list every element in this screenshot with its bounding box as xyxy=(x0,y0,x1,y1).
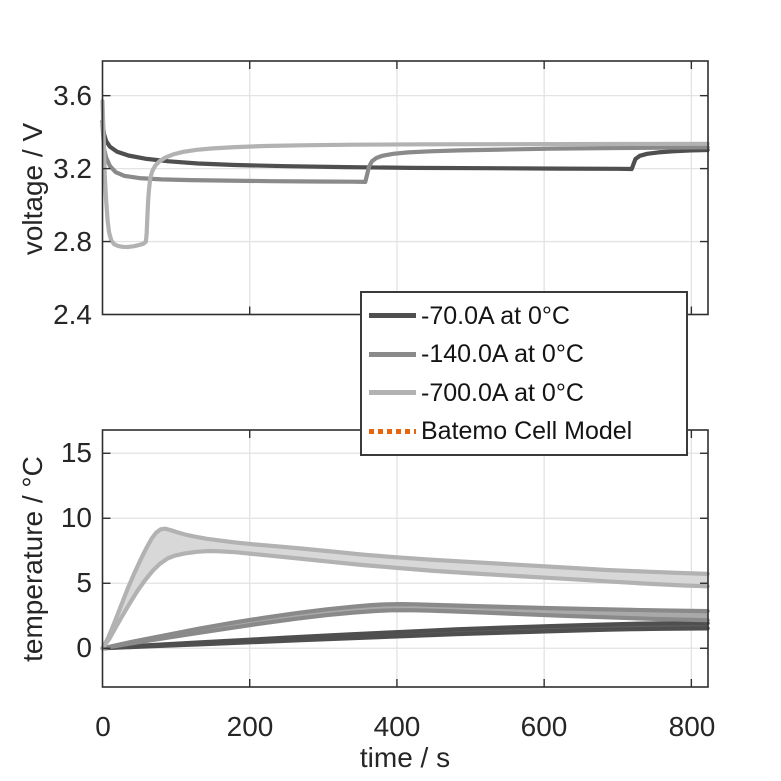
band-lower-line-dark xyxy=(100,626,710,651)
legend-line-swatch-medium xyxy=(369,351,416,357)
series-line-light xyxy=(100,98,710,250)
legend-label: -140.0A at 0°C xyxy=(421,340,584,369)
temperature-ytick-15: 15 xyxy=(60,437,92,468)
legend-item-batemo-model: Batemo Cell Model xyxy=(369,413,686,449)
legend-item-140A: -140.0A at 0°C xyxy=(369,336,686,372)
temperature-ytick-5: 5 xyxy=(76,567,92,598)
voltage-ytick-3.2: 3.2 xyxy=(53,153,92,184)
band-upper-line-light xyxy=(100,526,710,651)
time-axis-label: time / s xyxy=(359,742,451,773)
legend-dotted-line-swatch-orange xyxy=(369,428,416,434)
band-lower-line-medium xyxy=(100,608,710,651)
legend-line-swatch-dark xyxy=(369,313,416,319)
time-xtick-800: 800 xyxy=(668,711,716,742)
legend-label: -70.0A at 0°C xyxy=(421,301,570,330)
time-xtick-200: 200 xyxy=(226,711,274,742)
band-fill-light xyxy=(102,528,708,649)
temperature-ytick-10: 10 xyxy=(60,502,92,533)
voltage-ytick-3.6: 3.6 xyxy=(53,80,92,111)
legend-label: Batemo Cell Model xyxy=(421,417,633,446)
time-xtick-0: 0 xyxy=(95,711,111,742)
time-xtick-600: 600 xyxy=(520,711,568,742)
voltage-ytick-2.4: 2.4 xyxy=(53,299,92,330)
voltage-plot-border xyxy=(101,60,709,316)
series-line-medium xyxy=(100,122,710,184)
legend-label: -700.0A at 0°C xyxy=(421,378,584,407)
temperature-axis-label: temperature / °C xyxy=(17,456,48,662)
legend-line-swatch-light xyxy=(369,390,416,396)
temperature-ytick-0: 0 xyxy=(76,632,92,663)
voltage-axis-label: voltage / V xyxy=(17,122,48,256)
series-line-dark xyxy=(100,119,710,172)
voltage-ytick-2.8: 2.8 xyxy=(53,226,92,257)
legend-item-700A: -700.0A at 0°C xyxy=(369,375,686,411)
legend: -70.0A at 0°C -140.0A at 0°C -700.0A at … xyxy=(360,291,688,456)
time-xtick-400: 400 xyxy=(373,711,421,742)
legend-item-70A: -70.0A at 0°C xyxy=(369,298,686,334)
band-upper-line-medium xyxy=(100,601,710,651)
band-upper-line-dark xyxy=(100,621,710,651)
band-lower-line-light xyxy=(100,548,710,651)
